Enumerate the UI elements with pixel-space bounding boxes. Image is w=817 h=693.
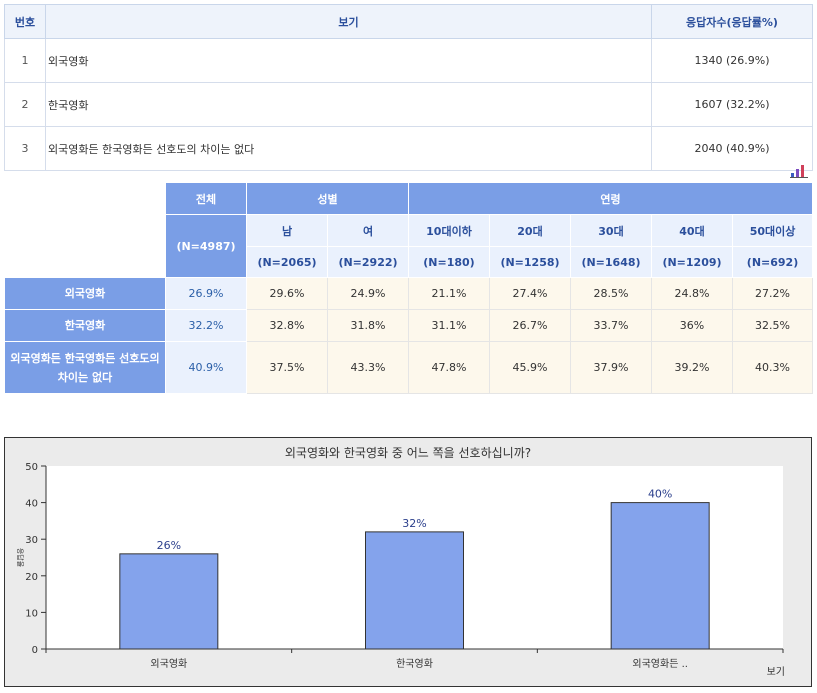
bar-chart-panel: 외국영화와 한국영화 중 어느 쪽을 선호하십니까? 0 10 20 30 40 50 응답…: [4, 437, 812, 687]
row-response-count: 1607 (32.2%): [651, 82, 813, 127]
crosstab-cell: 26.7%: [489, 309, 571, 342]
crosstab-cell: 40.3%: [731, 341, 814, 394]
crosstab-cell: 39.2%: [651, 341, 733, 394]
bar: [119, 553, 219, 650]
crosstab-table: 전체 성별 연령 (N=4987) 남 여 10대이하 20대 30대 40대 …: [4, 182, 814, 394]
crosstab-col-n: (N=1258): [489, 246, 571, 278]
crosstab-cell: 24.8%: [651, 277, 733, 310]
y-tick-label: 10: [25, 608, 38, 619]
x-axis-label: 보기: [767, 666, 785, 678]
crosstab-col-label: 20대: [489, 214, 571, 247]
crosstab-age-group: 연령: [407, 182, 814, 215]
bar: [610, 502, 710, 650]
bar-value-label: 32%: [402, 517, 426, 530]
crosstab-cell: 36%: [651, 309, 733, 342]
crosstab-cell: 32.5%: [731, 309, 814, 342]
crosstab-total-n: (N=4987): [165, 214, 247, 278]
y-tick-label: 20: [25, 572, 38, 583]
row-number: 1: [4, 38, 46, 83]
crosstab-cell: 28.5%: [570, 277, 652, 310]
table-row: 2 한국영화 1607 (32.2%): [4, 82, 813, 127]
row-response-count: 2040 (40.9%): [651, 126, 813, 171]
crosstab-total-header: 전체: [165, 182, 247, 215]
row-response-count: 1340 (26.9%): [651, 38, 813, 83]
crosstab-col-n: (N=1648): [570, 246, 652, 278]
crosstab-col-label: 30대: [570, 214, 652, 247]
chart-title: 외국영화와 한국영화 중 어느 쪽을 선호하십니까?: [284, 446, 532, 460]
crosstab-cell: 37.5%: [246, 341, 328, 394]
crosstab-col-label: 40대: [651, 214, 733, 247]
header-option: 보기: [45, 4, 652, 39]
crosstab-cell: 29.6%: [246, 277, 328, 310]
crosstab-cell: 27.2%: [731, 277, 814, 310]
crosstab-row-label: 외국영화든 한국영화든 선호도의 차이는 없다: [4, 341, 166, 394]
crosstab-col-n: (N=1209): [651, 246, 733, 278]
crosstab-col-n: (N=2922): [327, 246, 409, 278]
crosstab-row-total: 26.9%: [165, 277, 247, 310]
crosstab-row: 외국영화 26.9% 29.6% 24.9% 21.1% 27.4% 28.5%…: [4, 277, 814, 310]
bar-value-label: 40%: [648, 488, 672, 501]
row-number: 2: [4, 82, 46, 127]
crosstab-cell: 31.1%: [408, 309, 490, 342]
crosstab-cell: 37.9%: [570, 341, 652, 394]
table-row: 1 외국영화 1340 (26.9%): [4, 38, 813, 83]
crosstab-cell: 31.8%: [327, 309, 409, 342]
crosstab-corner: [4, 182, 166, 278]
crosstab-col-n: (N=2065): [246, 246, 328, 278]
crosstab-row-total: 32.2%: [165, 309, 247, 342]
answers-table: 번호 보기 응답자수(응답률%) 1 외국영화 1340 (26.9%) 2 한…: [4, 4, 813, 171]
crosstab-cell: 24.9%: [327, 277, 409, 310]
bar: [365, 531, 464, 650]
x-tick-label: 외국영화든 ..: [632, 658, 688, 670]
crosstab-col-label: 여: [327, 214, 409, 247]
crosstab-cell: 21.1%: [408, 277, 490, 310]
crosstab-cell: 47.8%: [408, 341, 490, 394]
bar-chart-icon[interactable]: [790, 164, 808, 178]
x-tick-label: 외국영화: [150, 658, 187, 670]
row-option-label: 한국영화: [45, 82, 652, 127]
row-option-label: 외국영화든 한국영화든 선호도의 차이는 없다: [45, 126, 652, 171]
row-number: 3: [4, 126, 46, 171]
table-row: 3 외국영화든 한국영화든 선호도의 차이는 없다 2040 (40.9%): [4, 126, 813, 171]
crosstab-col-label: 남: [246, 214, 328, 247]
row-option-label: 외국영화: [45, 38, 652, 83]
crosstab-col-n: (N=692): [731, 246, 814, 278]
crosstab-col-n: (N=180): [408, 246, 490, 278]
crosstab-row-label: 한국영화: [4, 309, 166, 342]
crosstab-cell: 45.9%: [489, 341, 571, 394]
crosstab-row: 외국영화든 한국영화든 선호도의 차이는 없다 40.9% 37.5% 43.3…: [4, 341, 814, 394]
y-tick-label: 30: [25, 535, 38, 546]
crosstab-col-label: 10대이하: [408, 214, 490, 247]
crosstab-cell: 27.4%: [489, 277, 571, 310]
bar-chart: 0 10 20 30 40 50 응답율 26% 외국영화 32% 한국영화 40% 외국영화든 .. 보…: [16, 462, 785, 678]
header-number: 번호: [4, 4, 46, 39]
crosstab-col-label: 50대이상: [731, 214, 814, 247]
crosstab-cell: 43.3%: [327, 341, 409, 394]
y-tick-label: 40: [25, 499, 38, 510]
y-tick-label: 0: [32, 645, 38, 656]
header-response-count: 응답자수(응답률%): [651, 4, 813, 39]
crosstab-row: 한국영화 32.2% 32.8% 31.8% 31.1% 26.7% 33.7%…: [4, 309, 814, 342]
bar-value-label: 26%: [157, 539, 181, 552]
crosstab-cell: 33.7%: [570, 309, 652, 342]
crosstab-gender-group: 성별: [246, 182, 409, 215]
y-axis-label: 응답율: [16, 548, 25, 568]
crosstab-row-label: 외국영화: [4, 277, 166, 310]
x-tick-label: 한국영화: [396, 658, 433, 670]
crosstab-row-total: 40.9%: [165, 341, 247, 394]
y-tick-label: 50: [25, 462, 38, 473]
answers-header-row: 번호 보기 응답자수(응답률%): [4, 4, 813, 39]
crosstab-cell: 32.8%: [246, 309, 328, 342]
